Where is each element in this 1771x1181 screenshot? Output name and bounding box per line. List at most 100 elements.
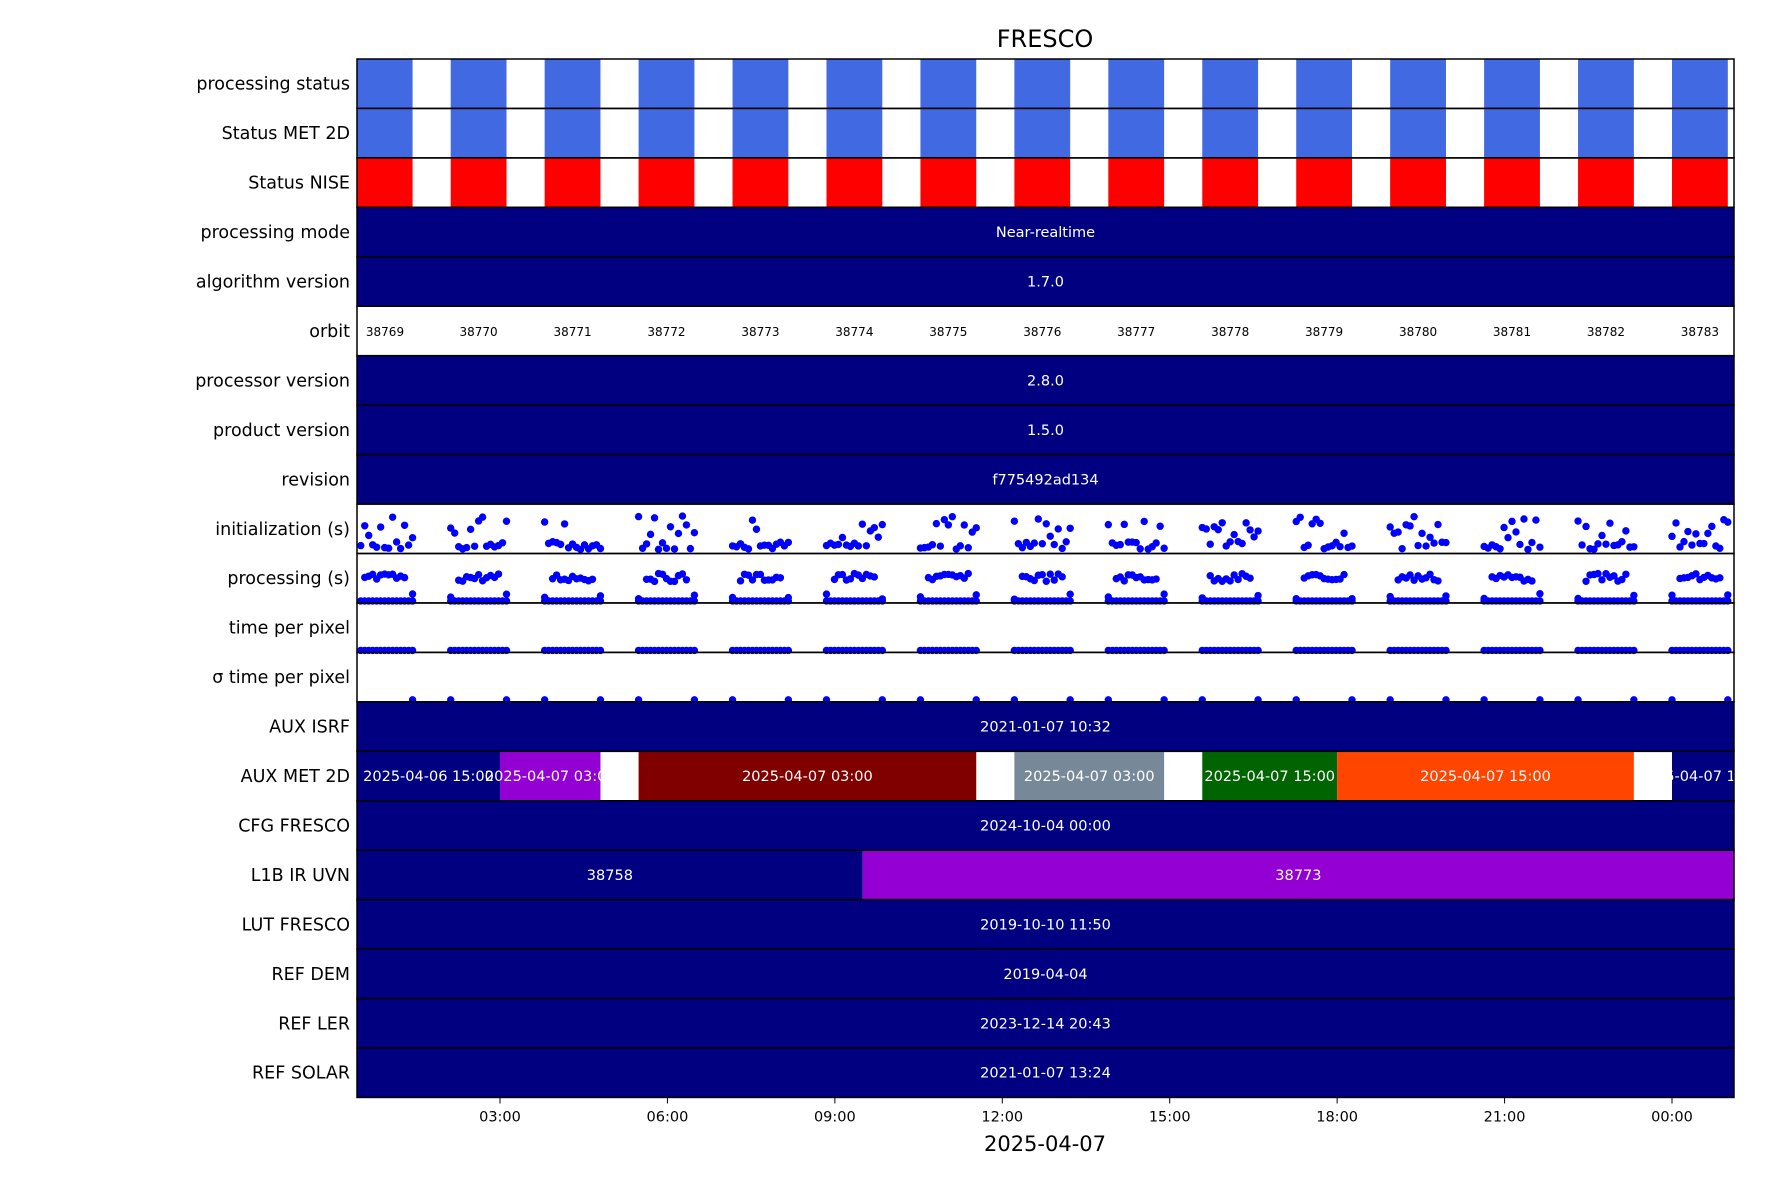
data-point: [1316, 519, 1324, 527]
data-point: [1610, 572, 1618, 580]
row-11: time per pixel: [229, 602, 1735, 655]
data-point: [1590, 545, 1598, 553]
row-10: processing (s): [227, 552, 1735, 605]
segment-label: 2025-04-07 03:00: [1024, 769, 1155, 785]
segment-bar: [357, 850, 863, 900]
data-point: [502, 590, 511, 598]
data-point: [1574, 517, 1582, 525]
segment-bar: [1672, 751, 1734, 801]
data-point: [756, 570, 765, 579]
orbit-label: 38775: [929, 325, 967, 339]
data-point: [1340, 570, 1348, 579]
segment-bar: [1014, 751, 1165, 801]
segment-label: 2025-04-07 03:00: [742, 769, 873, 785]
segment-bar: [357, 800, 1734, 851]
data-point: [384, 544, 393, 552]
data-point: [1700, 539, 1708, 548]
data-point: [1716, 574, 1724, 582]
data-point: [748, 576, 757, 584]
data-point: [1234, 575, 1242, 584]
data-point: [450, 529, 459, 537]
status-block: [1484, 157, 1540, 208]
data-point: [502, 517, 511, 525]
data-point: [686, 544, 695, 553]
data-point: [744, 545, 753, 553]
row-7: product version 1.5.0: [213, 404, 1735, 456]
status-block: [1578, 59, 1634, 109]
data-point: [1692, 570, 1700, 578]
data-point: [1226, 577, 1234, 585]
data-point: [960, 521, 968, 529]
data-point: [1508, 517, 1516, 526]
segment-label: 2019-10-10 11:50: [980, 917, 1111, 933]
status-block: [450, 59, 507, 109]
row-frame: [356, 1047, 1735, 1099]
data-point: [642, 540, 651, 548]
row-6: processor version 2.8.0: [195, 354, 1735, 406]
data-point: [400, 573, 409, 582]
data-point: [1524, 545, 1532, 554]
x-tick-label: 06:00: [647, 1109, 689, 1125]
data-point: [670, 545, 679, 553]
data-point: [1242, 519, 1250, 527]
status-block: [1390, 157, 1446, 208]
segment-label: 1.5.0: [1027, 423, 1064, 439]
data-point: [878, 595, 886, 603]
status-block: [732, 108, 789, 158]
row-label: REF SOLAR: [252, 1064, 350, 1084]
status-block: [357, 108, 413, 158]
data-point: [1672, 519, 1680, 527]
segment-bar: [638, 751, 977, 801]
data-point: [1030, 576, 1039, 585]
data-point: [400, 521, 409, 529]
data-point: [1054, 525, 1062, 533]
segment-bar: [357, 207, 1734, 257]
data-point: [1582, 522, 1590, 531]
data-point: [964, 544, 972, 552]
data-point: [408, 590, 417, 598]
data-point: [1442, 592, 1450, 600]
data-point: [392, 538, 401, 546]
segment-label: f775492ad134: [992, 472, 1098, 488]
orbit-label: 38777: [1117, 325, 1155, 339]
data-point: [388, 513, 397, 521]
data-point: [650, 577, 659, 586]
data-point: [466, 525, 475, 534]
data-point: [1030, 539, 1039, 547]
data-point: [1692, 530, 1700, 538]
data-point: [878, 520, 886, 529]
data-point: [372, 543, 381, 551]
data-point: [776, 574, 785, 582]
data-point: [1434, 577, 1442, 585]
orbit-label: 38770: [460, 325, 498, 339]
x-tick-label: 18:00: [1316, 1109, 1358, 1125]
segment-bar: [357, 405, 1734, 455]
orbit-label: 38771: [553, 325, 591, 339]
segment-label: 2025-04-07 15:00: [1638, 769, 1769, 785]
segment-label: 38773: [1275, 868, 1321, 884]
data-point: [662, 544, 671, 553]
data-point: [822, 590, 831, 598]
segment-bar: [357, 899, 1734, 950]
data-point: [870, 573, 879, 581]
data-point: [1630, 543, 1638, 551]
row-label: L1B IR UVN: [251, 866, 350, 886]
data-point: [1406, 522, 1414, 530]
data-point: [1038, 540, 1046, 548]
status-block: [1014, 157, 1071, 208]
data-point: [1680, 537, 1688, 546]
data-point: [1684, 527, 1692, 536]
status-block: [450, 157, 507, 208]
data-point: [1132, 538, 1140, 547]
data-point: [1104, 520, 1113, 529]
row-label: processor version: [195, 371, 350, 391]
status-block: [1578, 108, 1634, 158]
data-point: [1622, 527, 1630, 535]
segment-label: 2021-01-07 10:32: [980, 720, 1111, 736]
status-block: [826, 157, 883, 208]
data-point: [1340, 529, 1348, 537]
data-point: [1152, 575, 1160, 583]
data-point: [838, 570, 847, 579]
data-point: [682, 521, 691, 529]
data-point: [690, 591, 699, 599]
